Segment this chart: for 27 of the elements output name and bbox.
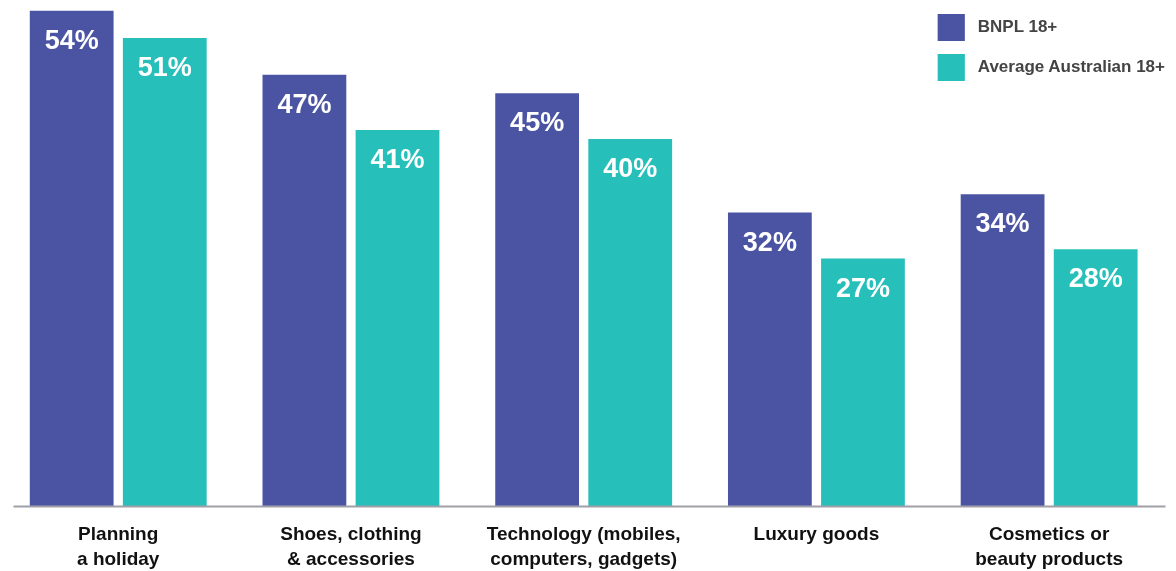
bar — [727, 212, 812, 507]
data-label: 40% — [603, 153, 658, 184]
data-label: 54% — [44, 24, 99, 55]
bar — [821, 258, 905, 507]
bar — [122, 38, 207, 507]
data-label: 27% — [835, 272, 890, 303]
bar — [588, 139, 673, 507]
x-tick-label: Technology (mobiles, computers, gadgets) — [486, 522, 681, 569]
data-label: 47% — [277, 88, 332, 119]
bar — [262, 74, 347, 507]
data-label: 51% — [137, 52, 192, 83]
data-label: 28% — [1068, 263, 1123, 294]
bar — [29, 10, 114, 507]
bar — [495, 93, 580, 507]
x-tick-label: Luxury goods — [753, 522, 880, 544]
x-tick-label: Shoes, clothing & accessories — [280, 522, 422, 569]
legend-label: BNPL 18+ — [977, 17, 1058, 37]
x-tick-label: Planning a holiday — [77, 522, 160, 569]
data-label: 45% — [510, 107, 565, 138]
bar — [1053, 249, 1138, 507]
bar — [960, 194, 1045, 507]
data-label: 32% — [742, 226, 797, 257]
bar — [355, 129, 440, 507]
data-label: 34% — [975, 208, 1030, 239]
x-tick-label: Cosmetics or beauty products — [975, 522, 1124, 569]
data-label: 41% — [370, 143, 425, 174]
legend-label: Average Australian 18+ — [977, 57, 1165, 77]
